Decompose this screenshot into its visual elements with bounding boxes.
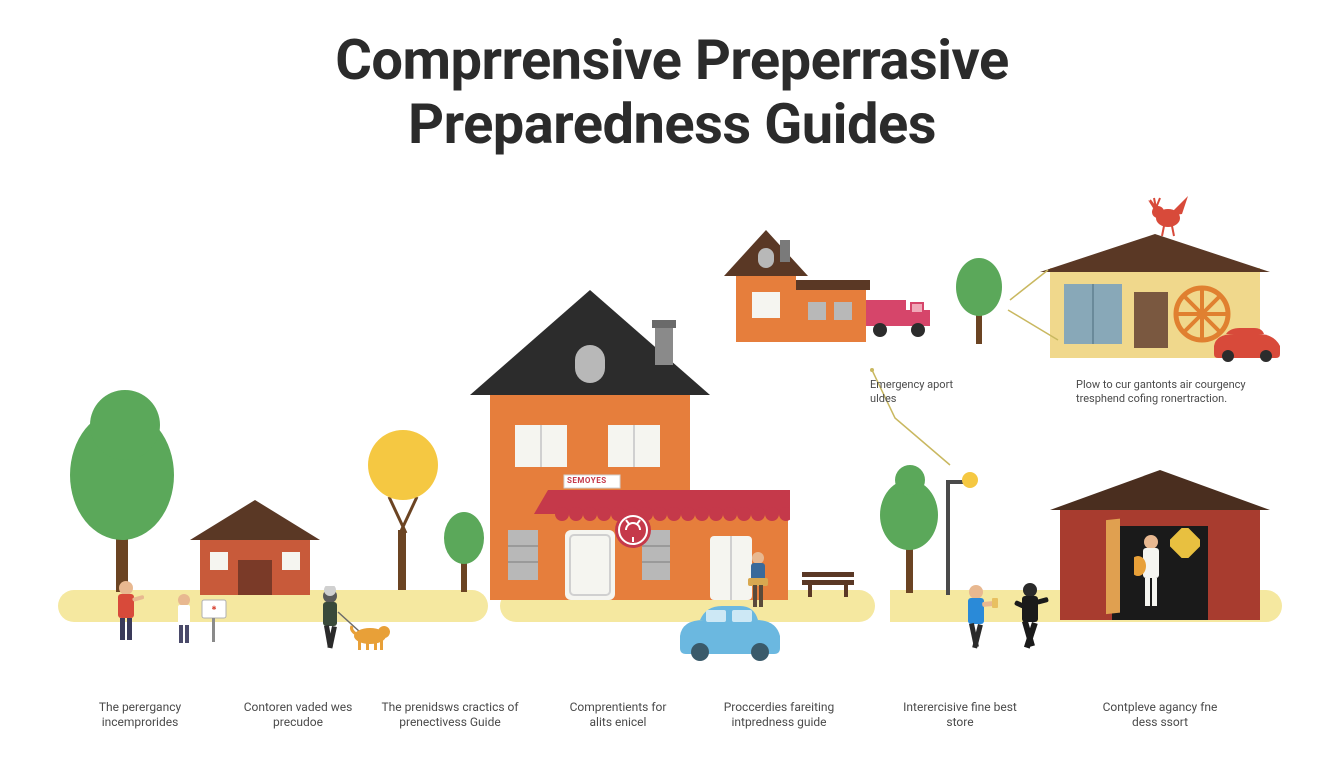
bird-icon <box>1138 180 1198 240</box>
caption-6: Contpleve agancy fne dess ssort <box>1100 700 1220 730</box>
caption-3: Comprentients for alits enicel <box>558 700 678 730</box>
person-in-garage <box>1134 534 1168 614</box>
tree-trunk-small-left <box>461 560 467 592</box>
caption-6-text: Contpleve agancy fne dess ssort <box>1103 700 1218 729</box>
caption-0-text: The perergancy incemprorides <box>99 700 181 729</box>
person-black-walk <box>1010 582 1050 654</box>
main-title: Comprrensive Preperrasive Preparedness G… <box>0 28 1344 157</box>
tree-canopy-upper <box>956 258 1002 316</box>
infographic-canvas: Comprrensive Preperrasive Preparedness G… <box>0 0 1344 768</box>
lamp-post <box>946 480 950 595</box>
caption-1-text: Contoren vaded wes precudoe <box>244 700 353 729</box>
caption-3-text: Comprentients for alits enicel <box>570 700 667 729</box>
tree-canopy-left-2 <box>90 390 160 460</box>
annotation-emergency: Emergency aport uldes <box>870 378 970 406</box>
person-at-door <box>742 550 774 612</box>
tree-trunk-yellow <box>398 530 406 590</box>
tree-branch-yellow-1 <box>388 496 408 534</box>
lamp-bulb <box>962 472 978 488</box>
title-line-1: Comprrensive Preperrasive <box>335 27 1009 93</box>
caption-0: The perergancy incemprorides <box>80 700 200 730</box>
caption-5: Interercisive fine best store <box>900 700 1020 730</box>
annotation-emergency-text: Emergency aport uldes <box>870 378 953 405</box>
small-house-left <box>190 500 320 595</box>
person-sign: ✱ <box>168 590 228 650</box>
person-dog-walker <box>310 586 400 654</box>
upper-small-house <box>718 222 878 342</box>
tree-trunk-mid-right <box>906 545 913 593</box>
tree-canopy-mid-right-2 <box>895 465 925 495</box>
red-car-icon <box>1208 326 1286 364</box>
center-sign-text: SEMOYES <box>567 476 607 485</box>
caption-1: Contoren vaded wes precudoe <box>238 700 358 730</box>
svg-text:✱: ✱ <box>211 605 216 612</box>
truck-icon <box>864 296 936 340</box>
bench-icon <box>798 568 858 598</box>
tree-branch-yellow-2 <box>399 496 419 534</box>
person-blue-right <box>958 584 998 654</box>
caption-4-text: Proccerdies fareiting intpredness guide <box>724 700 835 729</box>
annotation-plow-text: Plow to cur gantonts air courgency tresp… <box>1076 378 1246 405</box>
caption-5-text: Interercisive fine best store <box>903 700 1017 729</box>
title-line-2: Preparedness Guides <box>408 91 936 157</box>
person-red-left <box>108 580 144 644</box>
caption-2: The prenidsws cractics of prenectivess G… <box>380 700 520 730</box>
caption-4: Proccerdies fareiting intpredness guide <box>714 700 844 730</box>
caption-2-text: The prenidsws cractics of prenectivess G… <box>381 700 518 729</box>
tree-canopy-yellow <box>368 430 438 500</box>
annotation-plow: Plow to cur gantonts air courgency tresp… <box>1076 378 1266 406</box>
garage-sign-icon <box>1170 528 1200 558</box>
